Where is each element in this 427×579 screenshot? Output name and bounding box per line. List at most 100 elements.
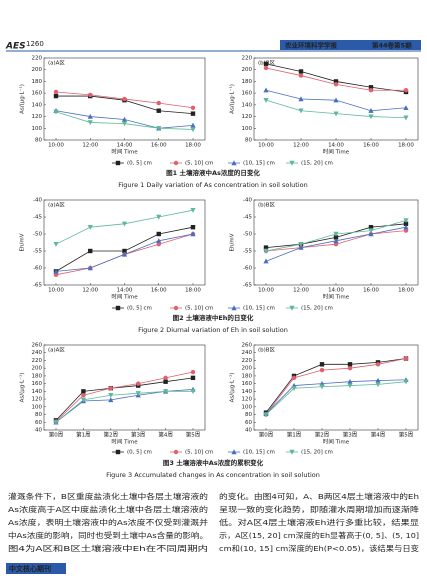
page-number: 1260 xyxy=(26,40,44,48)
y-tick-label: 180 xyxy=(242,79,253,85)
marker xyxy=(53,272,59,277)
y-tick-label: -55 xyxy=(33,249,42,255)
marker xyxy=(368,114,374,120)
marker xyxy=(190,105,196,110)
y-tick-label: 100 xyxy=(32,404,43,410)
marker xyxy=(53,268,59,274)
marker xyxy=(53,420,59,425)
y-tick-label: 120 xyxy=(242,397,253,403)
marker xyxy=(298,244,304,250)
marker xyxy=(121,121,128,127)
body-line: As浓度，表明土壤溶液中的As浓度不仅受到灌溉并 xyxy=(8,518,208,527)
y-tick-label: 60 xyxy=(245,420,252,426)
marker xyxy=(81,393,86,398)
x-axis-label: 时间 Time xyxy=(323,293,350,301)
marker xyxy=(403,218,409,224)
y-axis-label: As/(μg·L⁻¹) xyxy=(19,373,26,403)
series-line xyxy=(265,358,407,413)
y-tick-label: 160 xyxy=(242,91,253,97)
x-axis-label: 时间 Time xyxy=(111,293,138,301)
panel-title: (a)A区 xyxy=(48,202,65,209)
y-tick-label: 100 xyxy=(242,126,253,132)
marker xyxy=(403,105,409,110)
marker xyxy=(375,377,381,383)
y-tick-label: -60 xyxy=(243,266,252,272)
marker xyxy=(121,116,128,122)
caption-en: Figure 3 Accumulated changes in As conce… xyxy=(106,471,320,479)
x-tick-label: 第5周 xyxy=(399,431,414,439)
series-line xyxy=(55,371,194,422)
marker xyxy=(156,242,161,247)
marker xyxy=(87,120,93,126)
y-tick-label: 180 xyxy=(32,373,43,379)
x-tick-label: 第2周 xyxy=(104,431,119,439)
plot-frame xyxy=(43,344,206,431)
x-axis-label: 时间 Time xyxy=(111,148,138,156)
x-tick-label: 第3周 xyxy=(343,431,358,439)
caption-en: Figure 2 Diurnal variation of Eh in soil… xyxy=(138,326,288,334)
marker xyxy=(289,160,295,166)
plot-frame xyxy=(253,344,419,431)
legend-label: (5, 10] cm xyxy=(185,450,213,456)
y-tick-label: 180 xyxy=(242,373,253,379)
marker xyxy=(263,248,269,254)
y-tick-label: 140 xyxy=(242,389,253,395)
y-tick-label: 220 xyxy=(242,56,253,62)
marker xyxy=(115,449,121,455)
x-tick-label: 12:00 xyxy=(82,288,98,294)
marker xyxy=(53,89,59,95)
x-tick-label: 第1周 xyxy=(287,431,302,439)
marker xyxy=(81,389,86,394)
marker xyxy=(122,96,127,102)
marker xyxy=(108,393,114,398)
marker xyxy=(231,160,237,166)
x-tick-label: 第3周 xyxy=(131,431,146,439)
x-tick-label: 第2周 xyxy=(315,431,330,439)
y-tick-label: 80 xyxy=(245,412,252,418)
marker xyxy=(368,85,374,90)
marker xyxy=(375,382,381,388)
body-line: 图4为A区和B区土壤溶液中Eh在不同周期内 xyxy=(8,544,208,553)
marker xyxy=(163,379,168,384)
y-tick-label: -50 xyxy=(243,232,252,238)
marker xyxy=(231,449,237,455)
x-tick-label: 10:00 xyxy=(48,143,64,149)
marker xyxy=(319,384,325,390)
y-tick-label: 80 xyxy=(35,138,42,144)
marker xyxy=(403,379,409,385)
y-tick-label: 140 xyxy=(32,102,43,108)
marker xyxy=(333,82,339,87)
x-tick-label: 第5周 xyxy=(186,431,201,439)
x-tick-label: 10:00 xyxy=(258,288,274,294)
y-tick-label: -40 xyxy=(243,198,252,204)
y-tick-label: 200 xyxy=(242,67,253,73)
y-tick-label: -50 xyxy=(33,232,42,238)
legend-label: (10, 15] cm xyxy=(243,450,275,456)
y-tick-label: 220 xyxy=(32,358,43,364)
marker xyxy=(403,221,409,226)
marker xyxy=(403,88,409,93)
x-tick-label: 12:00 xyxy=(82,143,98,149)
marker xyxy=(87,113,93,119)
marker xyxy=(368,88,374,93)
x-tick-label: 16:00 xyxy=(363,288,379,294)
y-tick-label: 80 xyxy=(245,138,252,144)
marker xyxy=(263,258,269,264)
marker xyxy=(403,224,409,230)
series-line xyxy=(265,379,407,415)
series-line xyxy=(265,358,407,415)
y-tick-label: 200 xyxy=(242,366,253,372)
marker xyxy=(190,389,196,395)
marker xyxy=(108,386,114,391)
body-line: 灌溉条件下，B区重度盐渍化土壤中各层土壤溶液的 xyxy=(8,492,208,501)
marker xyxy=(298,242,304,247)
x-tick-label: 18:00 xyxy=(185,288,201,294)
y-tick-label: -60 xyxy=(33,266,42,272)
journal-name: 农业环境科学学报 xyxy=(284,41,338,50)
logo: AES xyxy=(5,42,26,52)
marker xyxy=(368,108,374,113)
footer: 中文核心期刊 xyxy=(9,564,51,573)
y-tick-label: -65 xyxy=(243,283,252,289)
marker xyxy=(156,214,162,220)
